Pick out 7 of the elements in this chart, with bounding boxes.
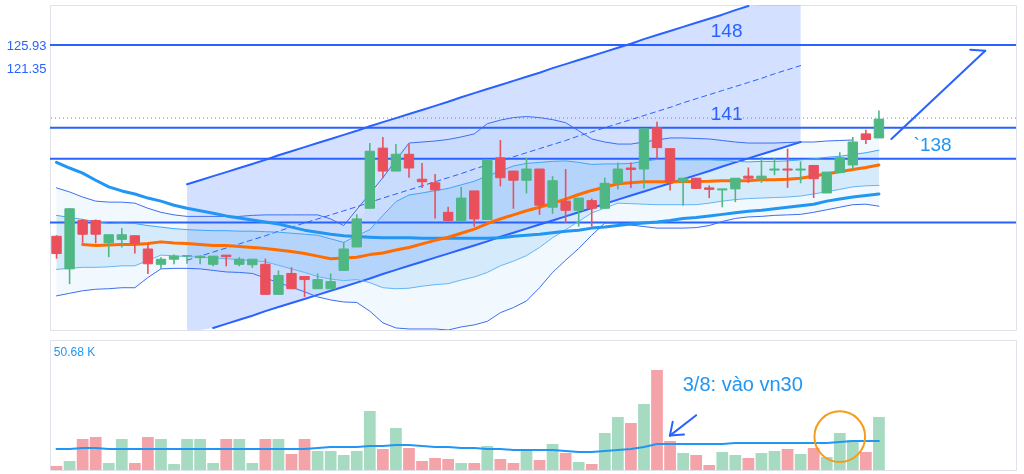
annotation: 3/8: vào vn30: [682, 373, 803, 396]
annotation: 141: [710, 102, 743, 124]
text: 50.68 K: [53, 344, 96, 359]
y-tick-label: 121.35: [6, 60, 47, 76]
annotation: `138: [913, 134, 952, 156]
y-tick-label: 125.93: [6, 37, 47, 53]
annotation: 148: [710, 20, 743, 42]
